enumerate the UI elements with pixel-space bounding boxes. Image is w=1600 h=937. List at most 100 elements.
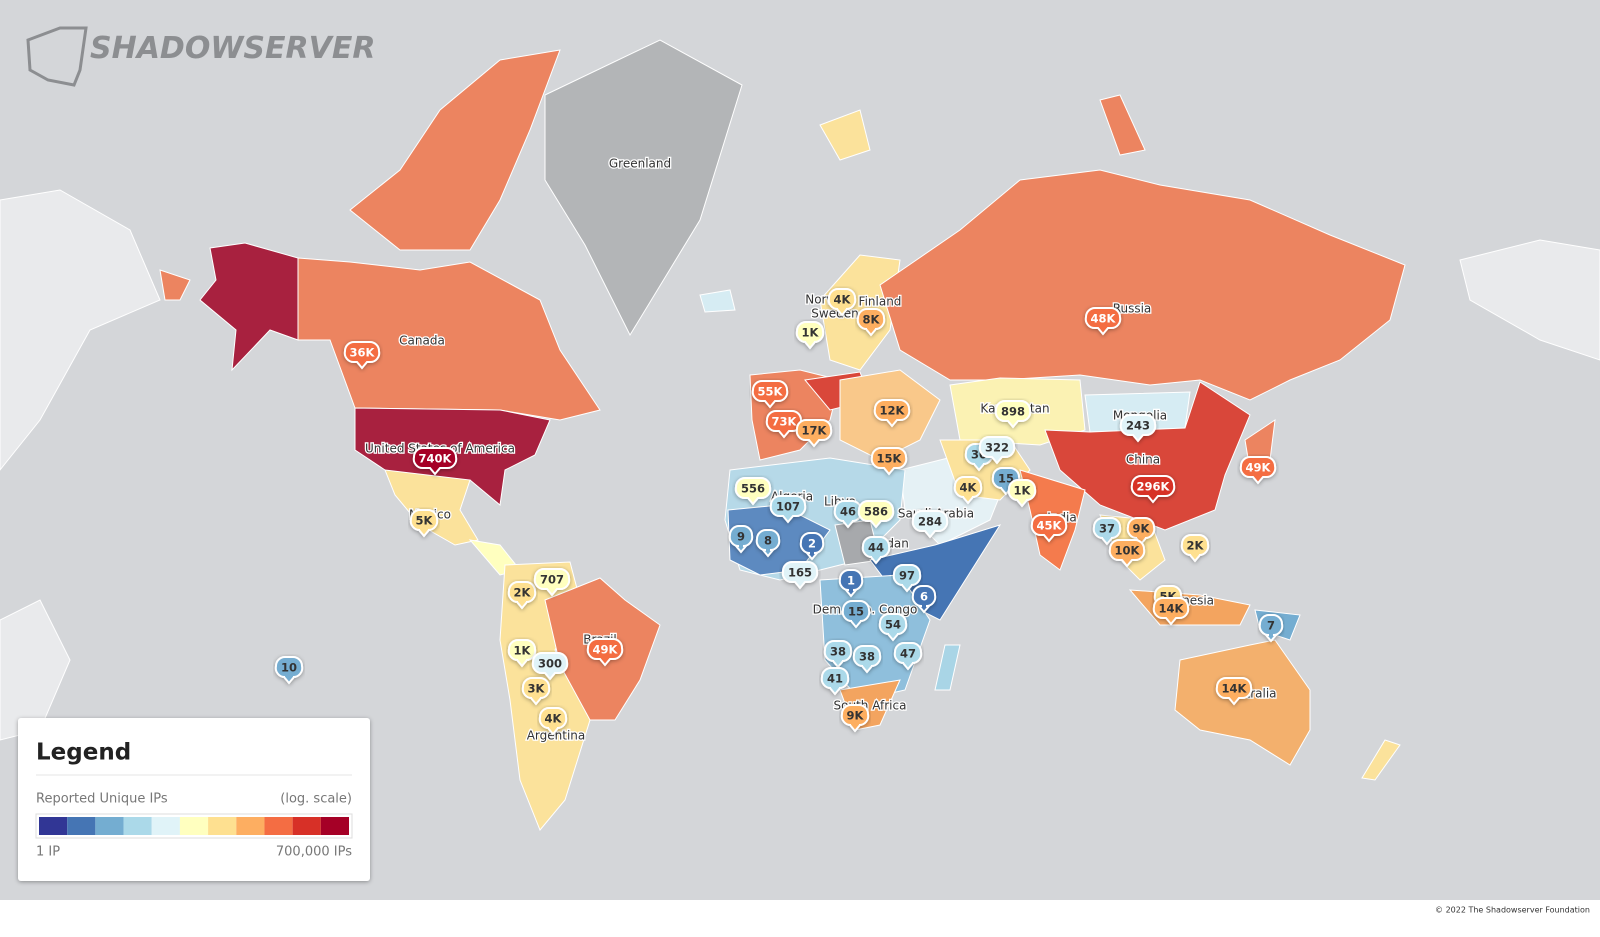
marker-label: 15K: [877, 452, 903, 466]
australia: [1174, 639, 1311, 766]
marker-label: 7: [1267, 619, 1275, 633]
marker-pin: [911, 510, 949, 539]
legend-swatch: [179, 817, 209, 835]
marker-pin: [586, 638, 624, 667]
mexico: [384, 469, 479, 546]
marker-label: 48K: [1091, 312, 1117, 326]
marker: 586: [857, 500, 895, 529]
marker-label: 9K: [1133, 522, 1151, 536]
marker-label: 243: [1126, 419, 1150, 433]
marker: 48K: [1084, 307, 1122, 336]
marker: 296K: [1130, 475, 1176, 504]
siberia-west: [0, 189, 161, 471]
arctic-islands: [349, 49, 561, 251]
marker-label: 12K: [880, 404, 906, 418]
marker-label: 37: [1099, 522, 1115, 536]
marker-label: 44: [868, 541, 884, 555]
marker-label: 17K: [802, 424, 828, 438]
marker-label: 47: [900, 647, 916, 661]
marker-pin: [274, 656, 304, 685]
marker: 1K: [1007, 479, 1037, 508]
marker: 73K: [765, 410, 803, 439]
marker-pin: [795, 321, 825, 350]
marker-pin: [507, 581, 537, 610]
marker-pin: [838, 569, 864, 598]
marker: 14K: [1215, 677, 1253, 706]
marker: 2K: [507, 581, 537, 610]
marker-pin: [781, 561, 819, 590]
marker: 38: [852, 645, 882, 674]
legend-subtitle: Reported Unique IPs: [36, 792, 168, 807]
marker-label: 10: [281, 661, 297, 675]
marker-pin: [1215, 677, 1253, 706]
marker-label: 14K: [1159, 602, 1185, 616]
marker-label: 9: [737, 530, 745, 544]
marker-label: 15: [998, 472, 1014, 486]
legend-swatch: [320, 817, 349, 835]
marker-pin: [841, 600, 871, 629]
marker-label: 38: [830, 645, 846, 659]
marker: 54: [878, 613, 908, 642]
marker-pin: [840, 704, 870, 733]
arctic-islands-2: [159, 269, 191, 301]
marker: 97: [892, 564, 922, 593]
legend: Legend Reported Unique IPs (log. scale) …: [18, 718, 370, 881]
marker-label: 107: [776, 500, 800, 514]
marker-label: 41: [827, 672, 843, 686]
legend-swatch: [39, 817, 68, 835]
legend-swatch: [95, 817, 124, 835]
marker: 1K: [507, 639, 537, 668]
marker: 45K: [1030, 514, 1068, 543]
marker: 55K: [751, 380, 789, 409]
marker: 1K: [795, 321, 825, 350]
country-label: Argentina: [527, 729, 586, 743]
marker-label: 898: [1001, 405, 1025, 419]
antarctic-edge: [0, 599, 71, 741]
marker-pin: [1108, 539, 1146, 568]
marker-label: 54: [885, 618, 901, 632]
marker-label: 4K: [545, 712, 563, 726]
marker-label: 1K: [514, 644, 532, 658]
marker: 4K: [538, 707, 568, 736]
marker-pin: [870, 447, 908, 476]
marker-pin: [1007, 479, 1037, 508]
marker-pin: [1119, 414, 1157, 443]
marker-pin: [521, 677, 551, 706]
legend-box: [18, 718, 370, 881]
marker: 4K: [953, 476, 983, 505]
marker-label: 300: [538, 657, 562, 671]
marker-label: 8K: [863, 313, 881, 327]
marker-label: 2: [808, 537, 816, 551]
marker-label: 73K: [772, 415, 798, 429]
legend-swatch: [123, 817, 152, 835]
marker-pin: [765, 410, 803, 439]
marker-label: 1: [847, 574, 855, 588]
footer: © 2022 The Shadowserver Foundation: [1435, 906, 1590, 915]
marker-pin: [769, 495, 807, 524]
country-label: Russia: [1113, 302, 1152, 316]
marker-label: 36K: [350, 346, 376, 360]
marker-label: 10K: [1115, 544, 1141, 558]
marker: 165: [781, 561, 819, 590]
marker-pin: [953, 476, 983, 505]
marker-pin: [1152, 597, 1190, 626]
marker-label: 2K: [514, 586, 532, 600]
marker-label: 1K: [802, 326, 820, 340]
marker: 9K: [1126, 517, 1156, 546]
marker: 47: [893, 642, 923, 671]
marker-label: 165: [788, 566, 812, 580]
marker: 12K: [873, 399, 911, 428]
legend-scale-frame: [35, 813, 353, 839]
legend-scale-note: (log. scale): [280, 792, 352, 807]
svalbard: [819, 109, 871, 161]
marker-pin: [1130, 475, 1176, 504]
marker: 107: [769, 495, 807, 524]
marker-label: 3K: [528, 682, 546, 696]
marker-pin: [978, 436, 1016, 465]
marker: 740K: [412, 447, 458, 476]
marker-pin: [795, 419, 833, 448]
marker: 7: [1258, 614, 1284, 643]
marker: 49K: [1239, 456, 1277, 485]
marker-label: 45K: [1037, 519, 1063, 533]
marker-label: 296K: [1137, 480, 1171, 494]
